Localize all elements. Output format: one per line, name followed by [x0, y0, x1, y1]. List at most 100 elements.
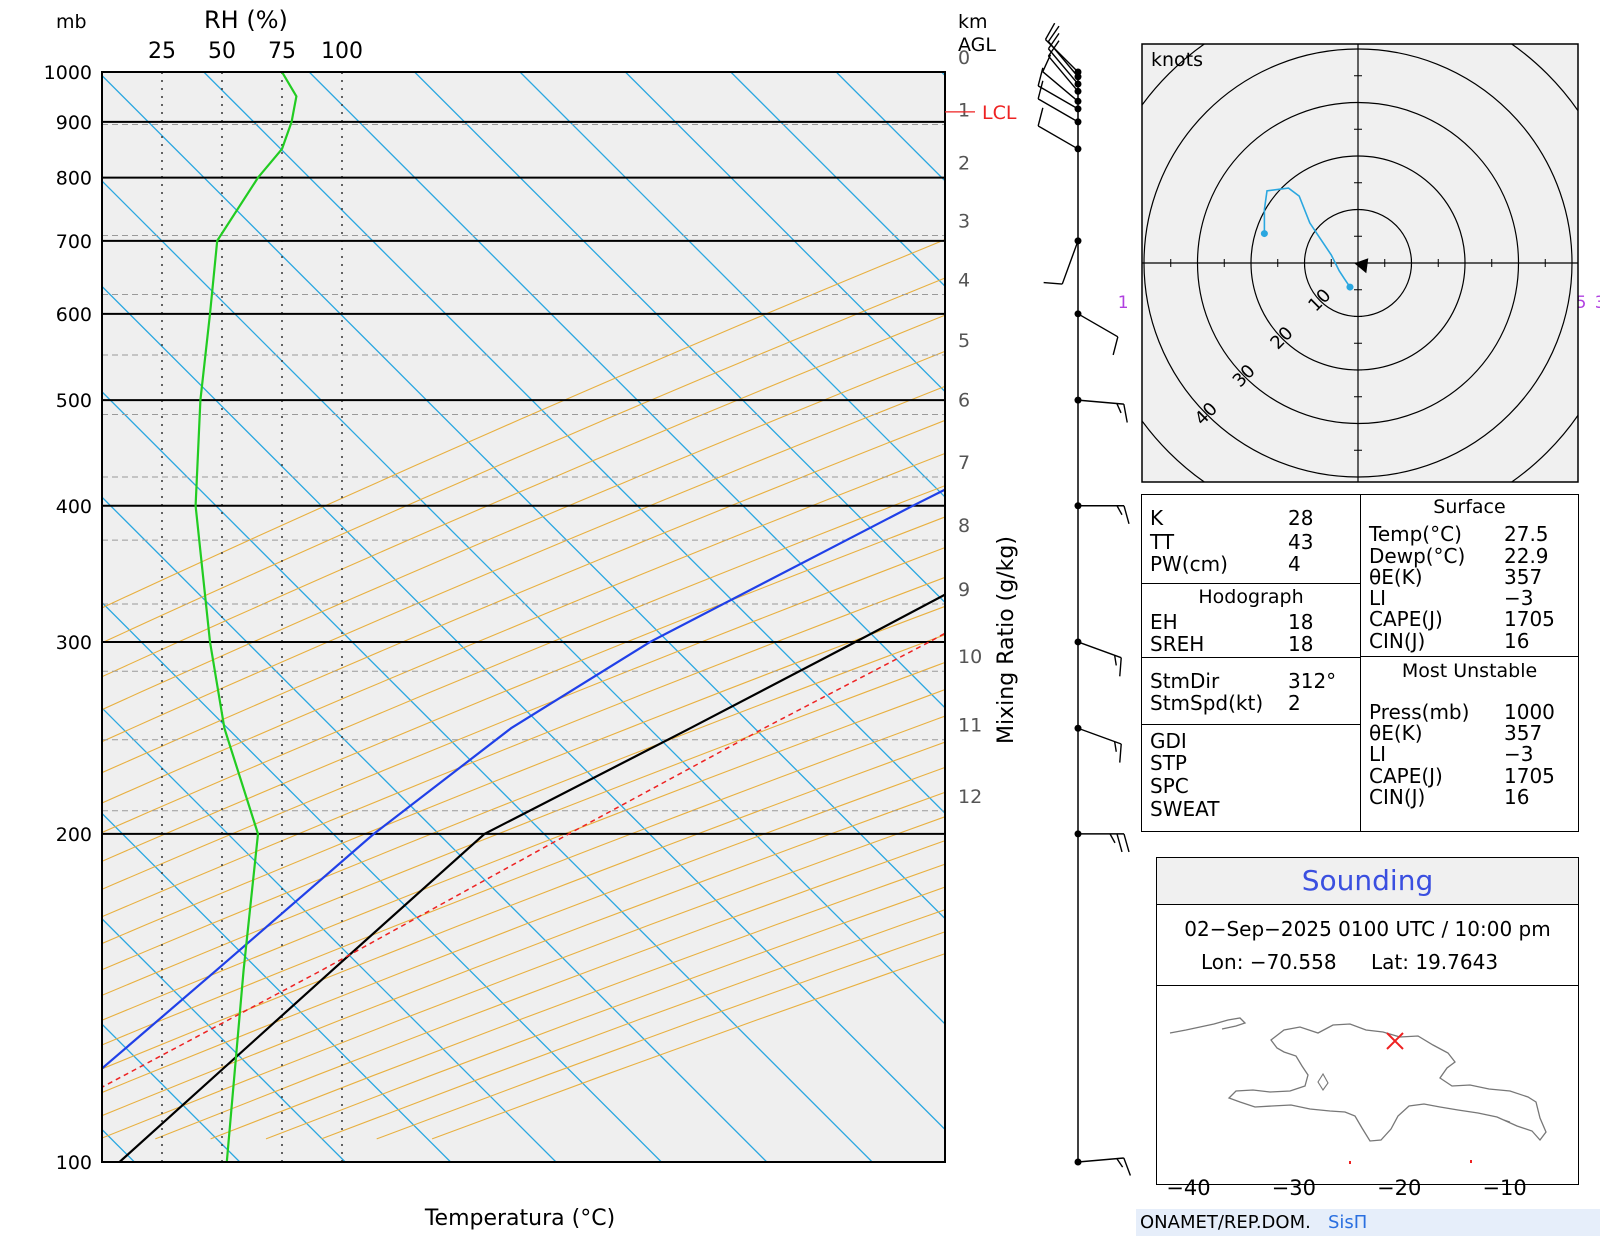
height-tick-label: 5 [958, 330, 970, 352]
indices-left-column: K 28 TT 43 PW(cm) 4 Hodograph EH 18 SREH… [1142, 495, 1361, 831]
wind-barb-staff [1077, 399, 1124, 405]
wind-barb-staff [1077, 641, 1122, 659]
height-tick-label: 1 [958, 100, 970, 122]
isotherm-line [102, 390, 873, 1162]
index-label-gdi: GDI [1150, 729, 1187, 753]
surface-value-thetae: 357 [1504, 565, 1543, 589]
isotherm-line [203, 72, 945, 815]
footer-org: ONAMET/REP.DOM. [1140, 1212, 1311, 1233]
index-label-spc: SPC [1150, 774, 1189, 798]
wind-barb-feather [1123, 404, 1128, 423]
height-tick-label: 7 [958, 452, 970, 474]
dry-adiabat-line [102, 605, 945, 945]
other-indices-box: GDI STP SPC SWEAT [1142, 725, 1360, 831]
pressure-tick-label: 600 [56, 304, 92, 326]
unstable-value-cin: 16 [1504, 785, 1530, 809]
wind-barb-feather [1116, 833, 1123, 853]
wind-barb-staff [1047, 41, 1079, 78]
index-value-stmspd: 2 [1288, 691, 1301, 715]
index-label-stp: STP [1150, 751, 1187, 775]
index-value-eh: 18 [1288, 610, 1314, 634]
height-tick-label: 2 [958, 153, 970, 175]
index-value-tt: 43 [1288, 530, 1314, 554]
temperature-tick-label: −10 [1482, 1176, 1526, 1200]
dry-adiabat-line [102, 350, 945, 711]
map-coastline-cuba [1169, 1017, 1247, 1034]
wind-barb-staff [1077, 313, 1119, 338]
dry-adiabat-line [102, 634, 945, 971]
wind-barb-feather [1044, 22, 1056, 40]
height-tick-label: 6 [958, 390, 970, 412]
wind-barb-staff [1037, 125, 1079, 150]
footer-system: SisΠ [1328, 1212, 1368, 1233]
surface-value-cape: 1705 [1504, 607, 1555, 631]
wind-barb-staff [1047, 55, 1079, 92]
dry-adiabat-line [102, 277, 945, 644]
index-label-stmspd: StmSpd(kt) [1150, 691, 1264, 715]
sounding-lon: Lon: −70.558 [1201, 950, 1337, 974]
temperature-tick-label: −40 [1166, 1176, 1210, 1200]
isotherm-line [102, 917, 346, 1162]
isotherm-line [102, 601, 662, 1162]
index-label-tt: TT [1150, 530, 1175, 554]
footer-bar: ONAMET/REP.DOM. SisΠ [1136, 1209, 1600, 1236]
dry-adiabat-line [102, 452, 945, 804]
surface-value-dewp: 22.9 [1504, 544, 1549, 568]
pressure-tick-label: 1000 [44, 62, 92, 84]
indices-table: K 28 TT 43 PW(cm) 4 Hodograph EH 18 SREH… [1141, 494, 1579, 832]
wind-barb-feather [1037, 107, 1044, 127]
sounding-datetime: 02−Sep−2025 0100 UTC / 10:00 pm [1184, 917, 1551, 941]
x-axis-title: Temperatura (°C) [424, 1206, 615, 1231]
lon-value: −70.558 [1249, 950, 1337, 974]
wind-barbs [1037, 22, 1132, 1176]
pressure-tick-label: 700 [56, 231, 92, 253]
dry-adiabat-line [102, 546, 945, 890]
unstable-value-press: 1000 [1504, 700, 1555, 724]
index-value-pw: 4 [1288, 552, 1301, 576]
surface-label-cape: CAPE(J) [1369, 607, 1443, 631]
storm-motion-arrow [1354, 258, 1369, 274]
isotherm-line [414, 72, 945, 604]
temperature-profile [118, 593, 945, 1162]
surface-value-cin: 16 [1504, 629, 1530, 653]
wind-barb-feather [1047, 25, 1060, 42]
unstable-indices-box: Most Unstable Press(mb) 1000 θE(K) 357 L… [1361, 657, 1578, 831]
temperature-tick-label: −30 [1272, 1176, 1316, 1200]
height-tick-label: 10 [958, 646, 982, 668]
indices-right-column: Surface Temp(°C) 27.5 Dewp(°C) 22.9 θE(K… [1361, 495, 1578, 831]
surface-label-thetae: θE(K) [1369, 565, 1423, 589]
lon-label: Lon: [1201, 950, 1244, 974]
map-coastline [1227, 1023, 1547, 1142]
dry-adiabat-line [102, 661, 945, 996]
wind-barb-staff [1037, 98, 1079, 123]
wind-barb-feather [1037, 80, 1044, 100]
sounding-panel: Sounding 02−Sep−2025 0100 UTC / 10:00 pm… [1156, 857, 1579, 1185]
wind-barb-feather [1047, 32, 1060, 50]
location-map [1169, 1017, 1547, 1164]
wind-barb-feather [1123, 1157, 1132, 1176]
wind-barb-staff [1077, 727, 1122, 745]
isotherm-line [102, 285, 945, 1131]
wind-barb-feather [1123, 833, 1130, 853]
rh-axis-title: RH (%) [204, 6, 288, 34]
hodograph-unit-label: knots [1151, 49, 1203, 71]
dry-adiabat-line [102, 516, 945, 862]
lat-value: 19.7643 [1415, 950, 1499, 974]
sounding-info: 02−Sep−2025 0100 UTC / 10:00 pm Lon: −70… [1157, 905, 1578, 986]
height-tick-label: 3 [958, 210, 970, 232]
storm-indices-box: StmDir 312° StmSpd(kt) 2 [1142, 658, 1360, 725]
surface-label-li: LI [1369, 586, 1387, 610]
height-tick-label: 11 [958, 715, 982, 737]
hodograph-indices-title: Hodograph [1198, 586, 1304, 608]
unstable-label-cin: CIN(J) [1369, 785, 1426, 809]
rh-tick-label: 75 [268, 39, 296, 64]
mixing-ratio-line [1578, 314, 1600, 1162]
pressure-tick-label: 200 [56, 824, 92, 846]
wind-barb-staff [1077, 1157, 1124, 1163]
pressure-unit-label: mb [56, 11, 87, 33]
height-tick-label: 9 [958, 579, 970, 601]
pressure-tick-label: 800 [56, 168, 92, 190]
wind-barb-feather [1116, 1158, 1124, 1168]
map-island [1317, 1072, 1329, 1091]
